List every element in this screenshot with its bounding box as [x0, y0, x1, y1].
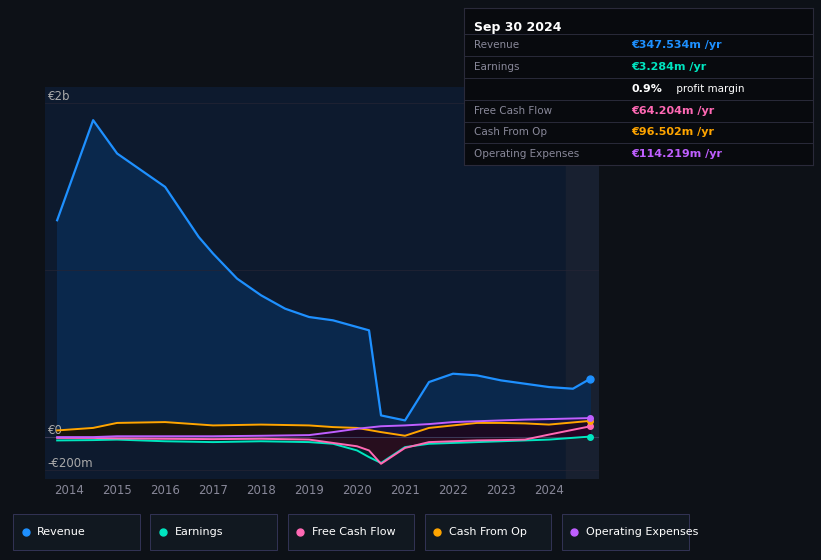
Text: €64.204m /yr: €64.204m /yr	[631, 106, 714, 116]
Bar	[566, 87, 599, 479]
Text: Earnings: Earnings	[475, 62, 520, 72]
FancyBboxPatch shape	[562, 514, 689, 549]
Text: €347.534m /yr: €347.534m /yr	[631, 40, 722, 50]
Text: -€200m: -€200m	[48, 458, 93, 470]
Text: profit margin: profit margin	[673, 84, 745, 94]
Text: €0: €0	[48, 424, 62, 437]
Text: Earnings: Earnings	[174, 527, 223, 536]
Text: Revenue: Revenue	[475, 40, 520, 50]
Text: Revenue: Revenue	[37, 527, 86, 536]
FancyBboxPatch shape	[287, 514, 415, 549]
Text: Cash From Op: Cash From Op	[475, 128, 548, 137]
FancyBboxPatch shape	[150, 514, 277, 549]
Text: €96.502m /yr: €96.502m /yr	[631, 128, 714, 137]
Text: Operating Expenses: Operating Expenses	[475, 150, 580, 159]
FancyBboxPatch shape	[13, 514, 140, 549]
Text: Sep 30 2024: Sep 30 2024	[475, 21, 562, 34]
Text: Free Cash Flow: Free Cash Flow	[311, 527, 395, 536]
Text: Cash From Op: Cash From Op	[448, 527, 526, 536]
Text: €2b: €2b	[48, 91, 70, 104]
Text: €3.284m /yr: €3.284m /yr	[631, 62, 707, 72]
Text: 0.9%: 0.9%	[631, 84, 663, 94]
Text: €114.219m /yr: €114.219m /yr	[631, 150, 722, 159]
FancyBboxPatch shape	[424, 514, 552, 549]
Text: Free Cash Flow: Free Cash Flow	[475, 106, 553, 116]
Text: Operating Expenses: Operating Expenses	[585, 527, 698, 536]
